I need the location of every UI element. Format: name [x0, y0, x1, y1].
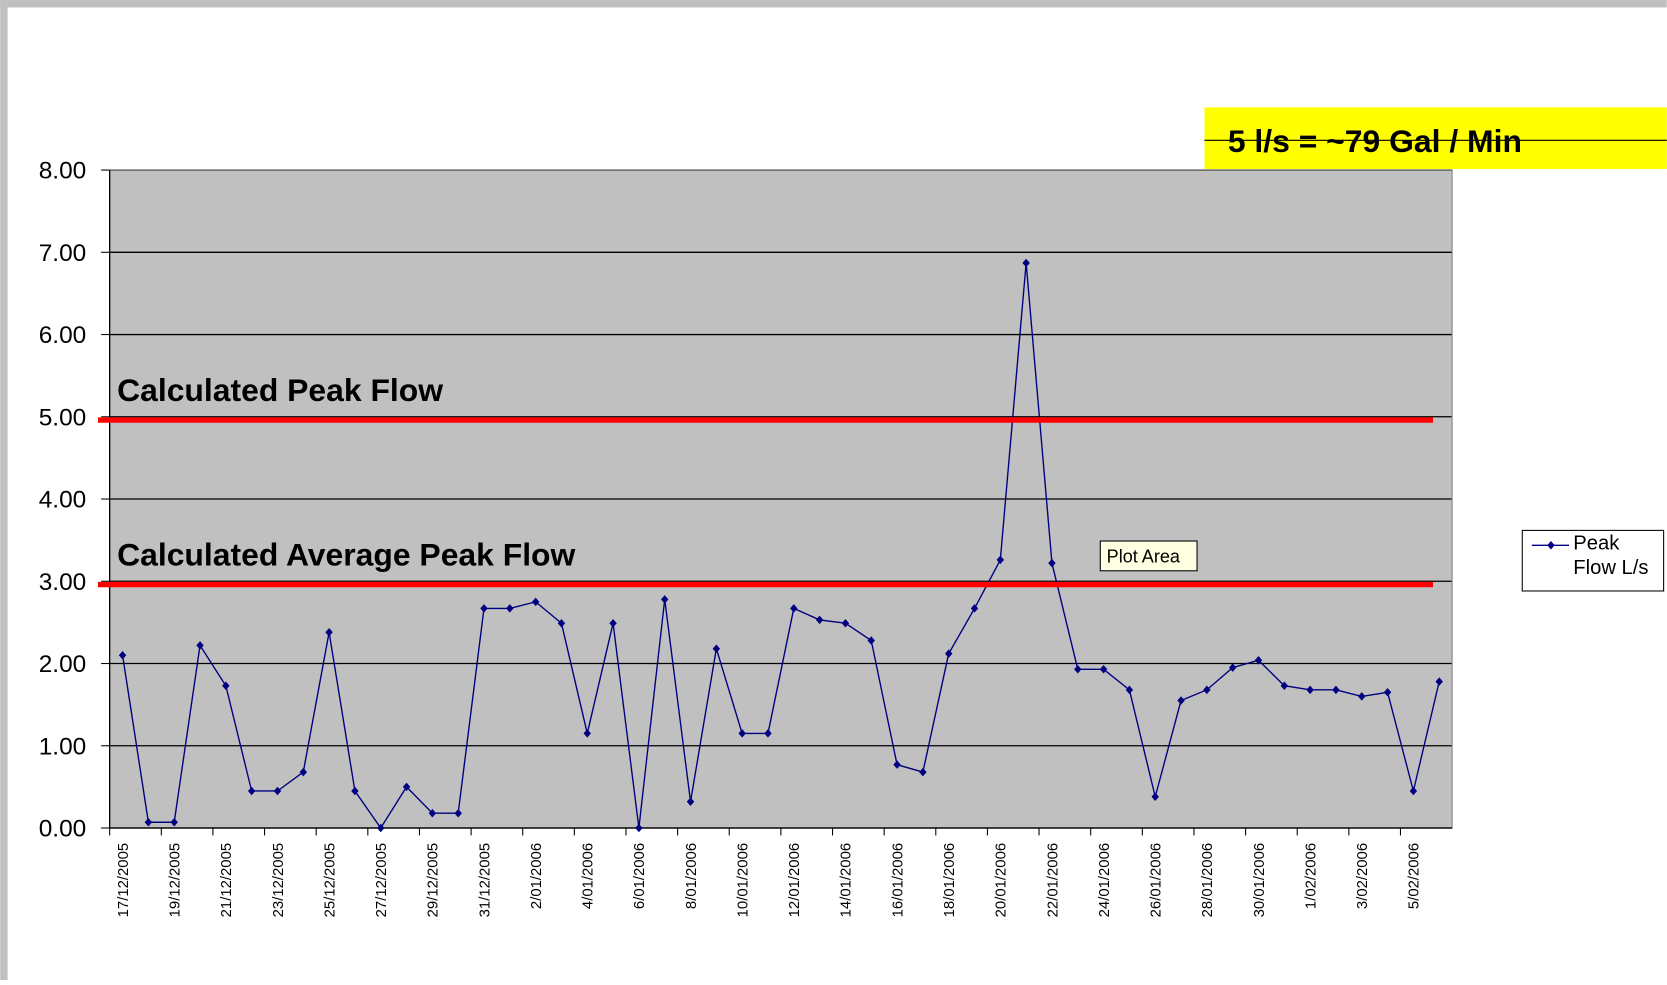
data-point: [1203, 685, 1211, 695]
x-tick-label: 5/02/2006: [1407, 843, 1423, 909]
x-tick-label: 2/01/2006: [529, 843, 545, 909]
data-point: [609, 618, 617, 628]
data-point: [377, 823, 385, 833]
x-tick-label: 22/01/2006: [1045, 843, 1061, 917]
x-tick-label: 6/01/2006: [632, 843, 648, 909]
data-point: [1074, 665, 1082, 674]
data-point: [351, 786, 359, 796]
data-point: [944, 649, 953, 658]
data-point: [1332, 685, 1340, 695]
x-tick-label: 12/01/2006: [787, 843, 803, 917]
window-frame-top: [0, 0, 1667, 8]
data-point: [1099, 665, 1108, 674]
legend-label-wrap: Peak Flow L/s: [1573, 532, 1649, 580]
x-tick-label: 8/01/2006: [684, 843, 700, 909]
data-point: [712, 644, 721, 653]
data-point: [1280, 681, 1289, 690]
legend-box: [1521, 529, 1665, 592]
note-text: 5 l/s = ~79 Gal / Min: [1228, 123, 1522, 159]
x-tick-label: 28/01/2006: [1200, 843, 1216, 917]
x-tick-label: 3/02/2006: [1355, 843, 1371, 909]
data-point: [1435, 677, 1443, 686]
y-tick-label: 1.00: [39, 733, 87, 760]
window-frame-left: [0, 0, 8, 980]
legend-label: Peak Flow L/s: [1573, 532, 1649, 580]
reference-label: Calculated Average Peak Flow: [117, 536, 575, 572]
x-tick-label: 21/12/2005: [219, 843, 235, 917]
x-tick-label: 29/12/2005: [426, 843, 442, 917]
data-point: [660, 595, 669, 604]
data-point: [299, 767, 308, 777]
data-point: [454, 808, 462, 818]
x-tick-label: 16/01/2006: [890, 843, 906, 917]
data-point: [893, 760, 901, 769]
data-point: [1048, 558, 1056, 568]
reference-label: Calculated Peak Flow: [117, 372, 443, 408]
data-point: [1228, 663, 1237, 672]
data-point: [170, 817, 178, 827]
data-point: [815, 615, 824, 625]
data-point: [402, 782, 411, 792]
x-tick-label: 19/12/2005: [168, 843, 184, 917]
x-tick-label: 27/12/2005: [374, 843, 390, 917]
data-point: [144, 817, 153, 827]
data-point: [764, 729, 772, 738]
data-point: [1409, 786, 1418, 796]
x-tick-label: 14/01/2006: [839, 843, 855, 917]
x-tick-label: 26/01/2006: [1149, 843, 1165, 917]
data-point: [867, 636, 875, 645]
x-tick-label: 18/01/2006: [942, 843, 958, 917]
data-point: [1125, 685, 1134, 695]
y-tick-label: 6.00: [39, 322, 87, 349]
x-tick-label: 25/12/2005: [322, 843, 338, 917]
x-tick-label: 4/01/2006: [581, 843, 597, 909]
x-tick-label: 30/01/2006: [1252, 843, 1268, 917]
data-point: [222, 681, 230, 690]
x-tick-label: 23/12/2005: [271, 843, 287, 917]
data-point: [1306, 685, 1314, 695]
y-tick-label: 4.00: [39, 487, 87, 514]
data-point: [428, 808, 437, 818]
data-point: [686, 797, 695, 806]
x-tick-label: 31/12/2005: [477, 843, 493, 917]
x-tick-label: 17/12/2005: [116, 843, 132, 917]
data-point: [738, 729, 746, 738]
data-point: [919, 767, 927, 777]
y-tick-label: 7.00: [39, 240, 87, 267]
tooltip-box: [1099, 540, 1198, 572]
note-box: [1204, 107, 1667, 170]
data-point: [996, 555, 1005, 565]
data-line: [121, 262, 1440, 830]
x-tick-label: 24/01/2006: [1097, 843, 1113, 917]
data-point: [247, 786, 256, 796]
y-tick-label: 0.00: [39, 816, 87, 843]
data-point: [583, 729, 591, 738]
x-tick-label: 10/01/2006: [735, 843, 751, 917]
y-tick-label: 3.00: [39, 569, 87, 596]
x-tick-label: 1/02/2006: [1303, 843, 1319, 909]
data-point: [635, 823, 643, 833]
tooltip-text: Plot Area: [1107, 546, 1181, 566]
legend-marker: [1547, 541, 1555, 550]
y-tick-label: 8.00: [39, 158, 87, 185]
data-point: [1383, 688, 1392, 697]
y-tick-label: 5.00: [39, 404, 87, 431]
data-point: [1177, 696, 1185, 705]
data-point: [557, 618, 566, 628]
data-point: [841, 618, 850, 628]
x-tick-label: 20/01/2006: [994, 843, 1010, 917]
y-tick-label: 2.00: [39, 651, 87, 678]
